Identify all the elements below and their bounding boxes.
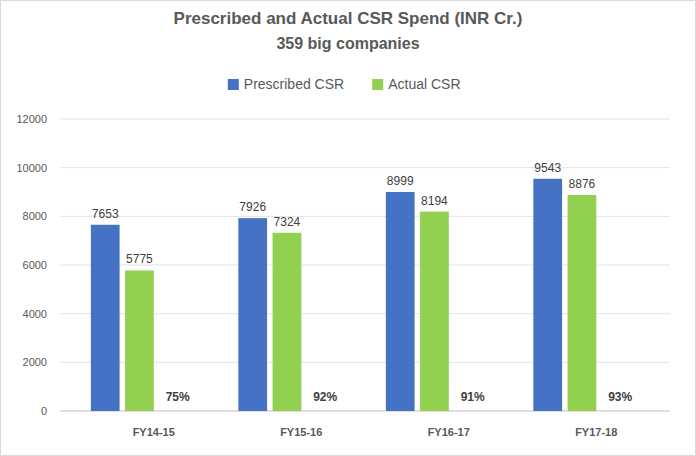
annotation: 75% <box>166 390 190 404</box>
legend-label: Prescribed CSR <box>244 76 344 92</box>
data-label: 7653 <box>92 207 119 221</box>
x-tick-label: FY15-16 <box>280 426 322 438</box>
bar <box>568 195 597 411</box>
y-tick-label: 12000 <box>16 113 47 125</box>
y-tick-label: 2000 <box>23 356 47 368</box>
y-tick-label: 0 <box>41 405 47 417</box>
y-tick-label: 10000 <box>16 162 47 174</box>
bar <box>273 233 302 411</box>
annotation: 93% <box>608 390 632 404</box>
bar <box>125 270 154 411</box>
legend-swatch <box>372 79 383 90</box>
y-tick-label: 6000 <box>23 259 47 271</box>
data-label: 7324 <box>274 215 301 229</box>
bar <box>420 212 449 411</box>
bar <box>91 225 120 411</box>
annotation: 92% <box>313 390 337 404</box>
chart: Prescribed and Actual CSR Spend (INR Cr.… <box>0 0 696 456</box>
bar <box>533 179 562 411</box>
subtitle: 359 big companies <box>276 35 419 52</box>
frame <box>1 1 696 456</box>
y-tick-label: 8000 <box>23 210 47 222</box>
x-tick-label: FY17-18 <box>575 426 617 438</box>
data-label: 5775 <box>126 252 153 266</box>
grid-line <box>60 167 670 168</box>
bars <box>91 179 596 411</box>
y-tick-label: 4000 <box>23 308 47 320</box>
data-label: 8876 <box>569 177 596 191</box>
bar <box>238 218 267 411</box>
data-label: 8194 <box>421 194 448 208</box>
bar <box>386 192 415 411</box>
annotation: 91% <box>461 390 485 404</box>
data-label: 7926 <box>239 200 266 214</box>
x-tick-label: FY14-15 <box>133 426 175 438</box>
grid-line <box>60 119 670 120</box>
title: Prescribed and Actual CSR Spend (INR Cr.… <box>174 9 523 28</box>
labels: 7653 5775 75% 7926 7324 92% 8999 8194 91% 9543 887… <box>92 161 633 404</box>
legend: Prescribed CSR Actual CSR <box>228 76 461 92</box>
legend-label: Actual CSR <box>388 76 460 92</box>
legend-swatch <box>228 79 239 90</box>
x-tick-label: FY16-17 <box>428 426 470 438</box>
data-label: 8999 <box>387 174 414 188</box>
data-label: 9543 <box>534 161 561 175</box>
